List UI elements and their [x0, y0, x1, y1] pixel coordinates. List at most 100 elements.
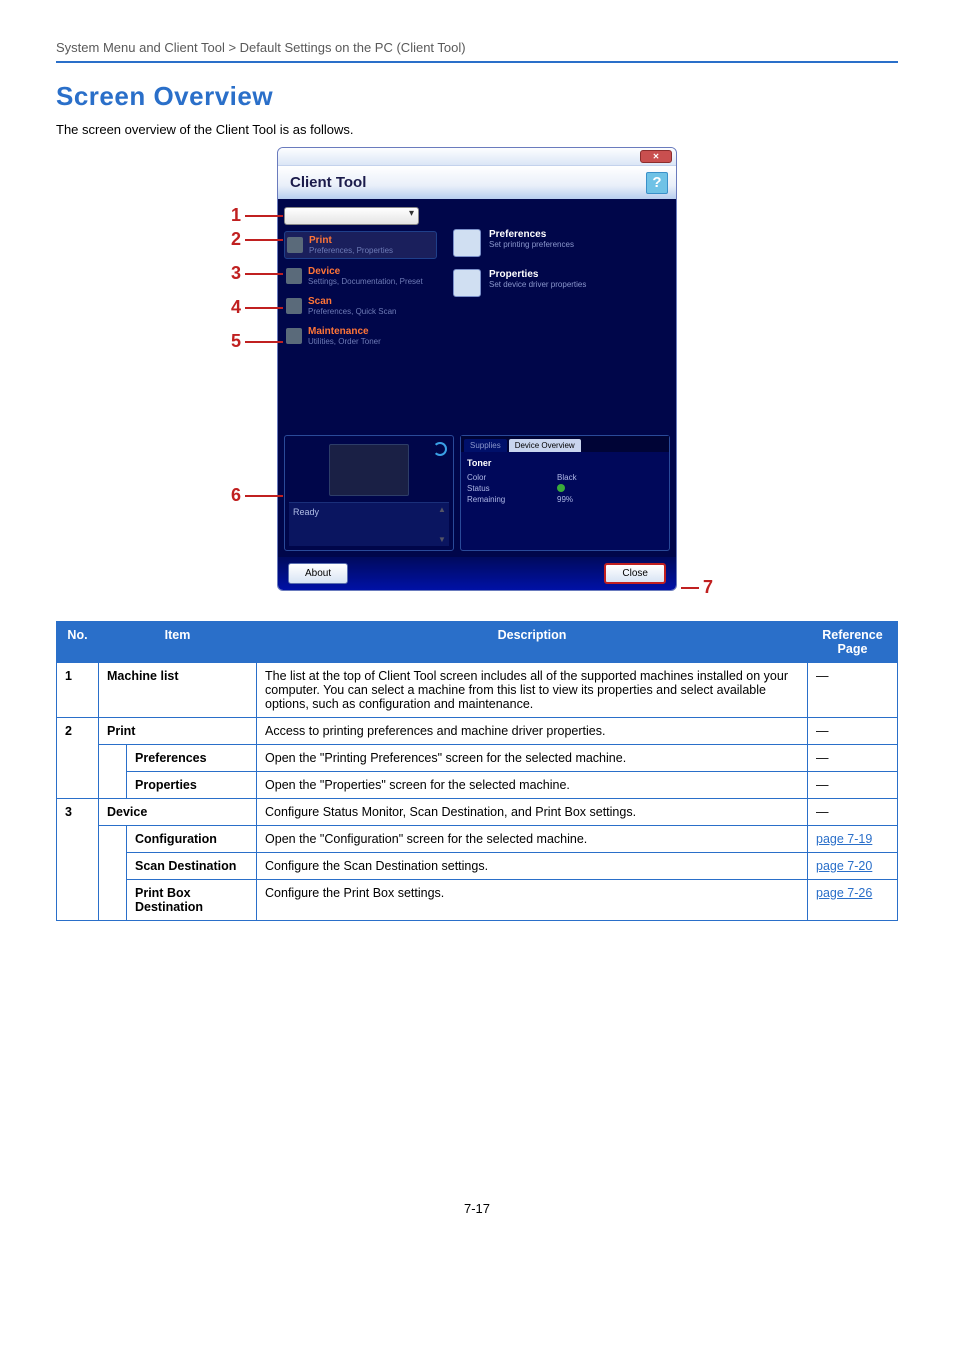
- callout-2: 2: [231, 229, 283, 250]
- nav-maint-title: Maintenance: [308, 326, 381, 337]
- nav-scan-sub: Preferences, Quick Scan: [308, 307, 396, 316]
- row-ref: —: [808, 772, 898, 799]
- row-ref[interactable]: page 7-19: [808, 826, 898, 853]
- row-ref[interactable]: page 7-20: [808, 853, 898, 880]
- supplies-tabs: Supplies Device Overview: [461, 436, 669, 452]
- scroll-down-icon[interactable]: ▼: [437, 535, 447, 544]
- callout-4: 4: [231, 297, 283, 318]
- help-icon[interactable]: ?: [646, 172, 668, 194]
- scroll-up-icon[interactable]: ▲: [437, 505, 447, 514]
- scan-icon: [286, 298, 302, 314]
- callout-line: [245, 307, 283, 309]
- device-icon: [286, 268, 302, 284]
- row-desc: Access to printing preferences and machi…: [257, 718, 808, 745]
- about-button[interactable]: About: [288, 563, 348, 584]
- callout-num: 7: [703, 577, 713, 598]
- properties-icon: [453, 269, 481, 297]
- callout-3: 3: [231, 263, 283, 284]
- row-no: 2: [57, 718, 99, 799]
- row-desc: Configure the Print Box settings.: [257, 880, 808, 921]
- callout-num: 3: [231, 263, 241, 284]
- callout-line: [681, 587, 699, 589]
- print-icon: [287, 237, 303, 253]
- color-value: Black: [557, 473, 577, 482]
- row-item: Print: [99, 718, 257, 745]
- table-row: 2 Print Access to printing preferences a…: [57, 718, 898, 745]
- printer-image: [329, 444, 409, 496]
- th-item: Item: [99, 622, 257, 663]
- nav-scan-title: Scan: [308, 296, 396, 307]
- prop-sub: Set device driver properties: [489, 280, 586, 289]
- footer-band: About Close: [278, 557, 676, 590]
- window-close-icon[interactable]: ✕: [640, 150, 672, 163]
- refresh-icon[interactable]: [433, 442, 447, 456]
- client-tool-window: ✕ Client Tool ? Print Preferences, Prope…: [277, 147, 677, 591]
- row-item: Scan Destination: [127, 853, 257, 880]
- callout-num: 4: [231, 297, 241, 318]
- nav-maintenance[interactable]: Maintenance Utilities, Order Toner: [284, 323, 437, 349]
- callout-num: 5: [231, 331, 241, 352]
- ref-link[interactable]: page 7-20: [816, 859, 872, 873]
- remain-label: Remaining: [467, 495, 517, 504]
- row-item: Print Box Destination: [127, 880, 257, 921]
- intro-text: The screen overview of the Client Tool i…: [56, 122, 898, 137]
- nav-device[interactable]: Device Settings, Documentation, Preset: [284, 263, 437, 289]
- supplies-panel: Supplies Device Overview Toner Color Bla…: [460, 435, 670, 551]
- row-ref: —: [808, 745, 898, 772]
- nav-print-sub: Preferences, Properties: [309, 246, 393, 255]
- row-desc: Configure the Scan Destination settings.: [257, 853, 808, 880]
- row-item: Configuration: [127, 826, 257, 853]
- header-band: Client Tool ?: [278, 166, 676, 199]
- row-ref[interactable]: page 7-26: [808, 880, 898, 921]
- row-desc: Open the "Properties" screen for the sel…: [257, 772, 808, 799]
- machine-list-dropdown[interactable]: [284, 207, 419, 225]
- page-number: 7-17: [56, 1201, 898, 1216]
- nav-print-title: Print: [309, 235, 393, 246]
- remain-value: 99%: [557, 495, 573, 504]
- callout-line: [245, 495, 283, 497]
- callout-num: 2: [231, 229, 241, 250]
- row-desc: Open the "Configuration" screen for the …: [257, 826, 808, 853]
- callout-5: 5: [231, 331, 283, 352]
- row-item: Device: [99, 799, 257, 826]
- nav-scan[interactable]: Scan Preferences, Quick Scan: [284, 293, 437, 319]
- table-row: Preferences Open the "Printing Preferenc…: [57, 745, 898, 772]
- preferences-icon: [453, 229, 481, 257]
- status-label: Status: [467, 484, 517, 493]
- figure: 1 2 3 4 5 6 7 ✕ Client Tool ?: [237, 147, 717, 591]
- row-no: 3: [57, 799, 99, 921]
- window-titlebar: ✕: [278, 148, 676, 166]
- pref-sub: Set printing preferences: [489, 240, 574, 249]
- ready-label: Ready: [293, 507, 319, 517]
- row-desc: The list at the top of Client Tool scree…: [257, 663, 808, 718]
- callout-line: [245, 239, 283, 241]
- row-ref: —: [808, 718, 898, 745]
- th-ref: Reference Page: [808, 622, 898, 663]
- prop-title: Properties: [489, 269, 586, 280]
- table-row: Scan Destination Configure the Scan Dest…: [57, 853, 898, 880]
- callout-6: 6: [231, 485, 283, 506]
- row-ref: —: [808, 799, 898, 826]
- callout-1: 1: [231, 205, 283, 226]
- tab-device-overview[interactable]: Device Overview: [509, 439, 581, 452]
- device-status-panel: Ready ▲ ▼: [284, 435, 454, 551]
- callout-line: [245, 215, 283, 217]
- status-text-box: Ready ▲ ▼: [289, 502, 449, 546]
- table-row: Configuration Open the "Configuration" s…: [57, 826, 898, 853]
- callout-7: 7: [681, 577, 713, 598]
- status-ok-icon: [557, 484, 565, 492]
- table-row: 1 Machine list The list at the top of Cl…: [57, 663, 898, 718]
- right-item-preferences[interactable]: Preferences Set printing preferences: [453, 229, 666, 257]
- right-pane-area: Preferences Set printing preferences Pro…: [443, 199, 676, 429]
- callout-line: [245, 273, 283, 275]
- nav-device-title: Device: [308, 266, 423, 277]
- right-item-properties[interactable]: Properties Set device driver properties: [453, 269, 666, 297]
- nav-print[interactable]: Print Preferences, Properties: [284, 231, 437, 259]
- ref-link[interactable]: page 7-26: [816, 886, 872, 900]
- row-no: 1: [57, 663, 99, 718]
- nav-maint-sub: Utilities, Order Toner: [308, 337, 381, 346]
- page-title: Screen Overview: [56, 81, 898, 112]
- tab-supplies[interactable]: Supplies: [464, 439, 507, 452]
- ref-link[interactable]: page 7-19: [816, 832, 872, 846]
- close-button[interactable]: Close: [604, 563, 666, 584]
